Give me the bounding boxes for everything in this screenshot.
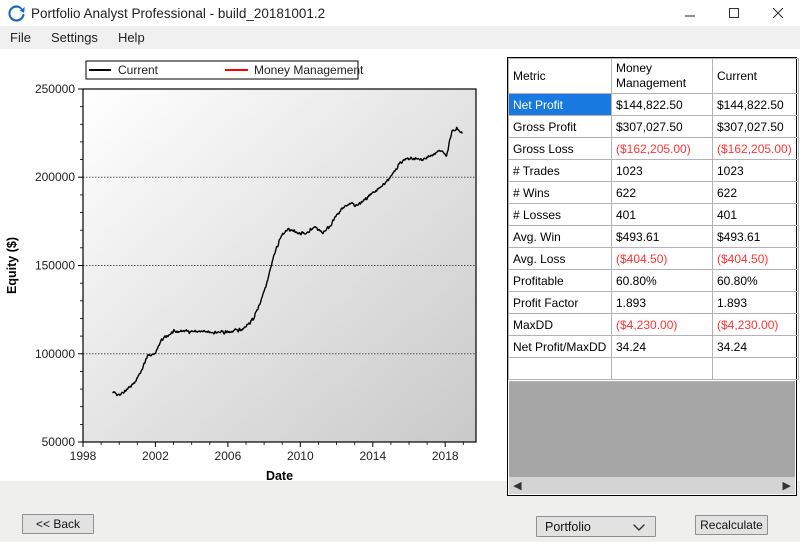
svg-text:2010: 2010 [287, 449, 314, 463]
svg-text:1998: 1998 [70, 449, 97, 463]
svg-text:50000: 50000 [42, 435, 76, 449]
svg-text:Money Management: Money Management [254, 63, 364, 77]
svg-text:2014: 2014 [359, 449, 386, 463]
svg-text:2018: 2018 [432, 449, 459, 463]
svg-text:250000: 250000 [35, 82, 75, 96]
svg-text:200000: 200000 [35, 170, 75, 184]
svg-text:Date: Date [266, 469, 293, 481]
svg-text:100000: 100000 [35, 347, 75, 361]
svg-text:Equity ($): Equity ($) [5, 237, 19, 294]
svg-text:2002: 2002 [142, 449, 169, 463]
svg-text:2006: 2006 [215, 449, 242, 463]
svg-text:Current: Current [118, 63, 159, 77]
svg-text:150000: 150000 [35, 259, 75, 273]
